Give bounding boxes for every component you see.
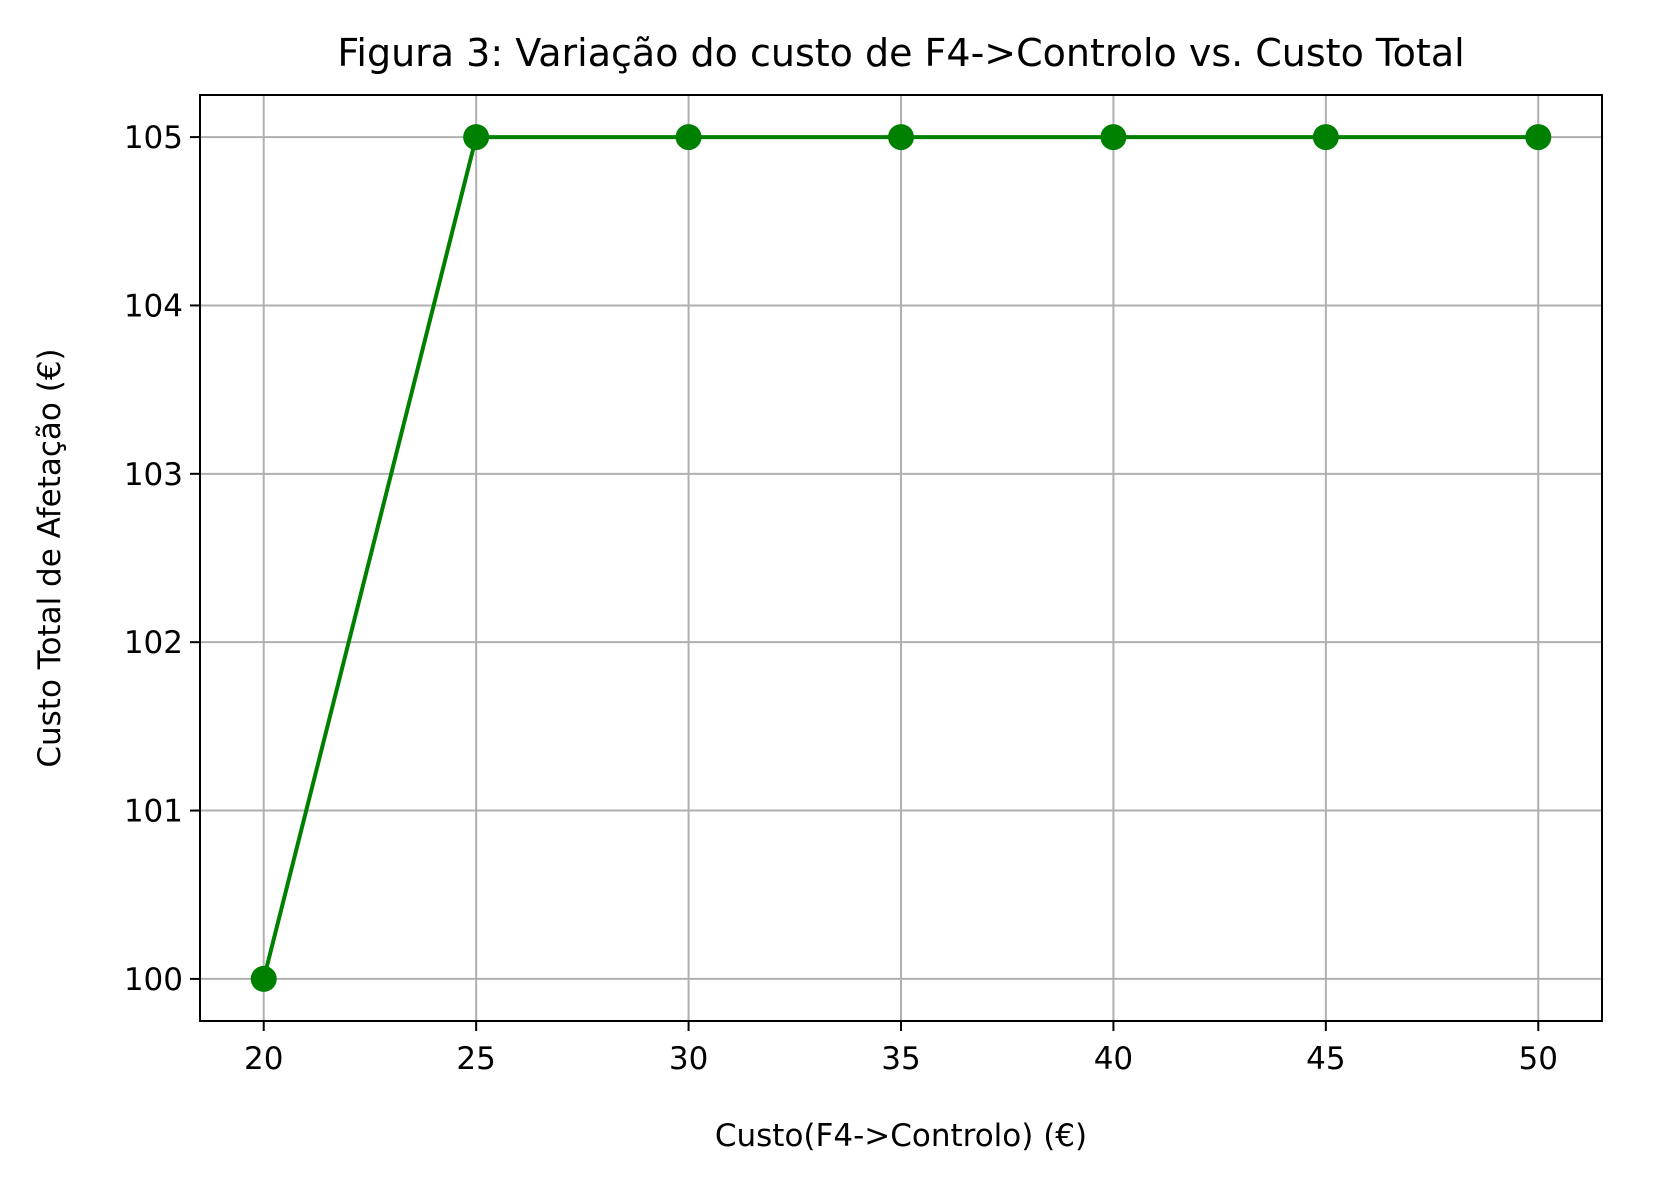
data-point	[463, 124, 490, 151]
chart-title: Figura 3: Variação do custo de F4->Contr…	[337, 31, 1464, 75]
y-tick-label: 103	[124, 457, 183, 493]
x-tick-label: 35	[881, 1041, 920, 1077]
series-layer	[250, 124, 1552, 992]
x-tick-label: 45	[1306, 1041, 1345, 1077]
y-tick-label: 100	[124, 962, 183, 998]
x-tick-label: 50	[1519, 1041, 1558, 1077]
data-point	[675, 124, 702, 151]
y-axis-label: Custo Total de Afetação (€)	[32, 348, 68, 767]
y-tick-label: 102	[124, 625, 183, 661]
y-tick-label: 104	[124, 288, 183, 324]
data-point	[1312, 124, 1339, 151]
data-point	[1525, 124, 1552, 151]
y-tick-label: 101	[124, 794, 183, 830]
x-tick-label: 30	[669, 1041, 708, 1077]
grid-lines	[200, 95, 1602, 1021]
data-point	[250, 965, 277, 992]
x-tick-label: 40	[1094, 1041, 1133, 1077]
x-tick-label: 25	[456, 1041, 495, 1077]
axis-ticks: 20 25 30 35 40 45 50 100 101 102 103 104 105	[124, 120, 1558, 1077]
data-point	[888, 124, 914, 151]
y-tick-label: 105	[124, 120, 183, 156]
data-point	[1100, 124, 1127, 151]
x-axis-label: Custo(F4->Controlo) (€)	[715, 1118, 1087, 1154]
x-tick-label: 20	[244, 1041, 283, 1077]
